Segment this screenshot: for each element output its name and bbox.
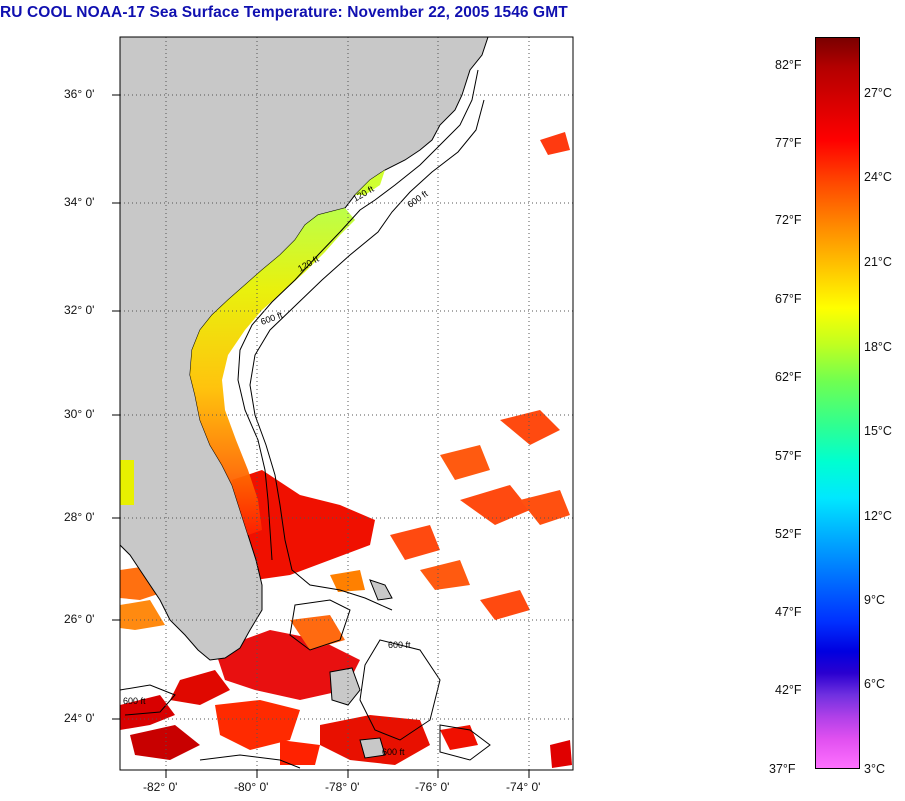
cb-c-9: 9°C (864, 593, 885, 607)
isobath-label-600d: 600 ft (123, 696, 146, 706)
cb-f-47: 47°F (775, 605, 802, 619)
cb-f-57: 57°F (775, 449, 802, 463)
cb-c-12: 12°C (864, 509, 892, 523)
cb-f-37: 37°F (769, 762, 796, 776)
cb-c-3: 3°C (864, 762, 885, 776)
cb-f-82: 82°F (775, 58, 802, 72)
lat-label-32: 32° 0' (64, 303, 95, 317)
sst-coastal-band (190, 208, 355, 535)
map-frame (119, 36, 574, 771)
temperature-colorbar (815, 37, 860, 769)
cb-c-24: 24°C (864, 170, 892, 184)
cb-c-27: 27°C (864, 86, 892, 100)
lon-label-80: -80° 0' (234, 780, 269, 794)
lat-label-36: 36° 0' (64, 87, 95, 101)
isobath-contours (119, 69, 491, 769)
cb-f-72: 72°F (775, 213, 802, 227)
bahamas-islands (329, 579, 393, 759)
cb-f-67: 67°F (775, 292, 802, 306)
cb-c-6: 6°C (864, 677, 885, 691)
isobath-label-600e: 600 ft (382, 747, 405, 757)
cb-c-18: 18°C (864, 340, 892, 354)
cb-f-42: 42°F (775, 683, 802, 697)
lat-label-34: 34° 0' (64, 195, 95, 209)
isobath-label-600c: 600 ft (388, 640, 411, 650)
cb-c-15: 15°C (864, 424, 892, 438)
lon-label-74: -74° 0' (506, 780, 541, 794)
sst-inland-lake (120, 460, 134, 505)
cb-f-77: 77°F (775, 136, 802, 150)
lat-label-26: 26° 0' (64, 612, 95, 626)
frame-ticks (112, 94, 530, 778)
lon-label-82: -82° 0' (143, 780, 178, 794)
sst-ne-coast (355, 170, 385, 195)
lat-label-28: 28° 0' (64, 510, 95, 524)
cb-f-62: 62°F (775, 370, 802, 384)
cb-f-52: 52°F (775, 527, 802, 541)
lon-label-78: -78° 0' (325, 780, 360, 794)
lat-label-24: 24° 0' (64, 711, 95, 725)
map-title: RU COOL NOAA-17 Sea Surface Temperature:… (0, 4, 568, 21)
cb-c-21: 21°C (864, 255, 892, 269)
lat-label-30: 30° 0' (64, 407, 95, 421)
lon-label-76: -76° 0' (415, 780, 450, 794)
